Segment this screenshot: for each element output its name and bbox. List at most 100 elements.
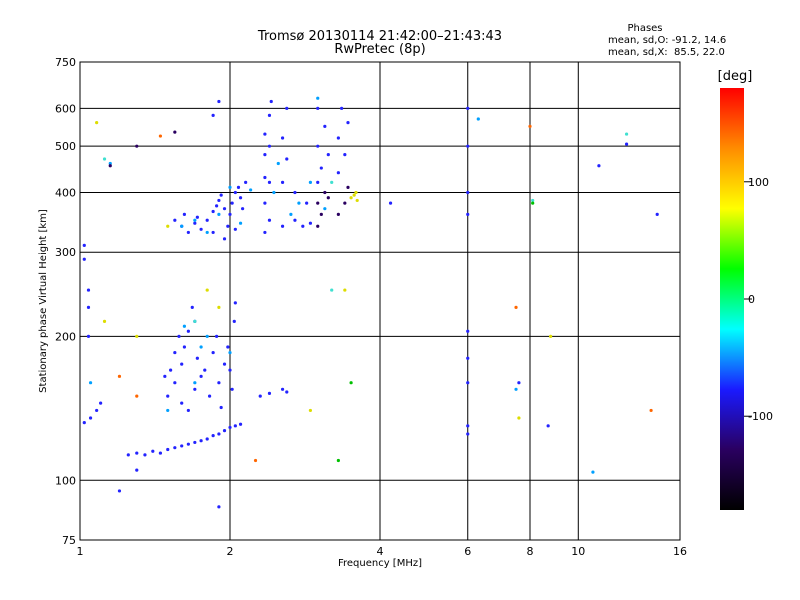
- data-point: [238, 221, 243, 225]
- colorbar-label: [deg]: [718, 69, 753, 84]
- data-point: [169, 368, 173, 372]
- colorbar-tick-label: 0: [748, 293, 755, 306]
- data-point: [166, 224, 170, 228]
- data-point: [466, 190, 470, 195]
- data-point: [211, 230, 215, 235]
- y-axis-label: Stationary phase Virtual Height [km]: [38, 209, 49, 393]
- chart-subtitle: RwPretec (8p): [334, 42, 425, 57]
- data-point: [217, 198, 221, 203]
- data-point: [343, 288, 347, 292]
- data-point: [228, 368, 232, 372]
- data-point: [230, 201, 234, 205]
- data-point: [193, 440, 197, 445]
- data-point: [233, 301, 237, 305]
- data-point: [466, 381, 470, 385]
- data-point: [95, 408, 99, 413]
- data-point: [88, 416, 93, 420]
- x-tick-label: 10: [571, 545, 585, 558]
- data-point: [199, 374, 203, 378]
- data-point: [316, 144, 320, 148]
- data-point: [267, 113, 272, 117]
- data-point: [205, 437, 209, 441]
- data-point: [466, 106, 470, 110]
- data-point: [280, 136, 285, 140]
- data-point: [263, 153, 267, 157]
- y-tick-label: 200: [55, 330, 76, 343]
- data-point: [193, 319, 197, 323]
- data-point: [293, 190, 297, 195]
- x-tick-label: 1: [77, 545, 84, 558]
- data-point: [269, 99, 273, 104]
- data-point: [203, 368, 207, 372]
- data-point: [180, 362, 184, 366]
- colorbar: [720, 88, 744, 510]
- data-point: [267, 218, 272, 222]
- data-point: [82, 243, 86, 248]
- data-point: [195, 215, 199, 219]
- x-tick-label: 8: [527, 545, 534, 558]
- data-point: [258, 394, 262, 398]
- stats-heading: Phases: [627, 23, 662, 34]
- data-point: [166, 408, 170, 413]
- data-point: [263, 230, 267, 235]
- data-point: [217, 432, 221, 436]
- x-tick-label: 6: [464, 545, 471, 558]
- data-point: [108, 161, 112, 166]
- y-tick-label: 400: [55, 186, 76, 199]
- y-tick-label: 100: [55, 474, 76, 487]
- data-point: [158, 451, 163, 455]
- data-point: [597, 164, 601, 168]
- stats-line-o: mean, sd,O: -91.2, 14.6: [608, 35, 726, 46]
- y-tick-label: 75: [62, 534, 76, 547]
- data-point: [330, 288, 334, 292]
- data-point: [215, 334, 219, 338]
- colorbar-ticks: 100 0 -100: [744, 176, 773, 423]
- data-point: [336, 212, 340, 216]
- data-point: [531, 201, 535, 205]
- data-point: [316, 96, 320, 100]
- data-point: [205, 288, 209, 292]
- data-point: [211, 209, 215, 214]
- data-point: [319, 212, 323, 216]
- data-point: [263, 175, 267, 180]
- data-point: [297, 201, 301, 205]
- data-point: [199, 439, 203, 443]
- data-point: [190, 305, 194, 309]
- data-point: [217, 381, 221, 385]
- data-point: [355, 198, 359, 203]
- data-point: [323, 190, 327, 195]
- data-point: [319, 166, 323, 170]
- data-point: [466, 432, 470, 436]
- data-point: [166, 447, 170, 452]
- plot-frame: [79, 61, 681, 541]
- data-point: [316, 106, 320, 110]
- data-point: [163, 374, 167, 378]
- data-point: [222, 237, 227, 241]
- data-point: [326, 196, 330, 200]
- data-point: [305, 201, 309, 205]
- data-point: [222, 362, 227, 366]
- data-point: [301, 224, 305, 228]
- data-point: [158, 134, 163, 138]
- data-point: [267, 391, 272, 395]
- data-point: [624, 132, 629, 136]
- data-point: [86, 288, 91, 292]
- data-point: [86, 334, 91, 338]
- data-point: [193, 221, 197, 225]
- data-point: [280, 180, 285, 184]
- data-point: [151, 449, 155, 453]
- data-point: [230, 387, 234, 391]
- data-point: [343, 201, 347, 205]
- data-point: [199, 227, 203, 231]
- data-point: [263, 132, 267, 136]
- data-point: [88, 381, 93, 385]
- data-point: [591, 470, 595, 474]
- data-point: [238, 196, 243, 200]
- data-point: [228, 212, 232, 216]
- data-point: [546, 424, 550, 428]
- data-point: [476, 117, 480, 121]
- data-point: [226, 224, 230, 228]
- data-point: [173, 350, 177, 355]
- data-point: [253, 458, 258, 463]
